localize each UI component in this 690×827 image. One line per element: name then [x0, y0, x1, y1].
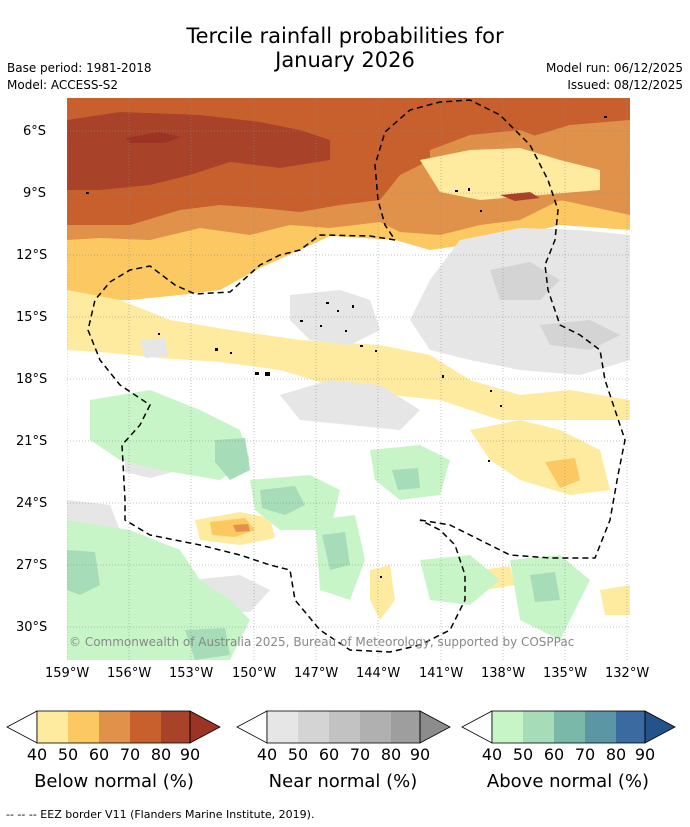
lat-label: 9°S — [23, 186, 47, 201]
legend-tick: 80 — [380, 745, 402, 764]
lon-label: 156°W — [107, 666, 152, 681]
lat-label: 18°S — [16, 372, 48, 387]
lat-label: 6°S — [23, 124, 47, 139]
eez-border-note: -- -- -- EEZ border V11 (Flanders Marine… — [6, 808, 315, 821]
below-normal-80-region — [500, 192, 540, 201]
above-normal-50-region — [185, 628, 230, 660]
lat-label: 15°S — [16, 310, 48, 325]
model-name: Model: ACCESS-S2 — [7, 78, 119, 92]
legend-tick: 60 — [543, 745, 565, 764]
model-run-date: Model run: 06/12/2025 — [545, 61, 683, 75]
copyright-notice: © Commonwealth of Australia 2025, Bureau… — [69, 635, 574, 649]
lat-label: 24°S — [16, 496, 48, 511]
legend-tick: 50 — [57, 745, 79, 764]
legend-below-title: Below normal (%) — [34, 771, 194, 792]
map-title-line2: January 2026 — [275, 48, 415, 72]
lat-label: 21°S — [16, 434, 48, 449]
eez-border — [87, 99, 626, 653]
map-title-line1: Tercile rainfall probabilities for — [186, 24, 504, 48]
below-normal-80-region — [67, 112, 330, 190]
lon-label: 141°W — [419, 666, 464, 681]
legend-tick: 50 — [512, 745, 534, 764]
below-normal-40-region — [67, 290, 630, 420]
swatch — [37, 711, 68, 743]
near-normal-40-region — [280, 380, 420, 430]
above-normal-40-region — [420, 555, 500, 605]
swatch — [161, 711, 190, 743]
swatch — [523, 711, 554, 743]
below-normal-90-region — [125, 132, 180, 143]
below-normal-40-region — [420, 148, 600, 200]
swatch — [554, 711, 585, 743]
legend-tick: 90 — [634, 745, 656, 764]
lat-label: 30°S — [16, 620, 48, 635]
lon-label: 144°W — [356, 666, 401, 681]
legend-near-normal — [236, 710, 451, 744]
lon-label: 132°W — [605, 666, 650, 681]
lon-label: 153°W — [169, 666, 214, 681]
legend-tick: 80 — [150, 745, 172, 764]
legend-tick: 60 — [88, 745, 110, 764]
rainfall-probability-map: © Commonwealth of Australia 2025, Bureau… — [67, 98, 630, 660]
swatch — [391, 711, 420, 743]
legend-above-title: Above normal (%) — [486, 771, 650, 792]
swatch — [616, 711, 645, 743]
near-normal-50-region — [490, 262, 560, 300]
above-normal-50-region — [530, 572, 560, 602]
legend-tick: 70 — [349, 745, 371, 764]
issued-date: Issued: 08/12/2025 — [567, 78, 683, 92]
legend-tick: 70 — [119, 745, 141, 764]
swatch — [492, 711, 523, 743]
below-normal-60-region — [233, 524, 250, 532]
below-normal-40-region — [600, 585, 630, 615]
swatch — [360, 711, 391, 743]
legend-above-normal — [461, 710, 676, 744]
island-markers — [86, 116, 607, 578]
above-normal-40-region — [67, 520, 250, 660]
lon-label: 147°W — [294, 666, 339, 681]
swatch — [68, 711, 99, 743]
lon-label: 150°W — [232, 666, 277, 681]
lon-label: 135°W — [543, 666, 588, 681]
swatch — [298, 711, 329, 743]
legend-tick: 40 — [26, 745, 48, 764]
swatch — [99, 711, 130, 743]
swatch — [329, 711, 360, 743]
swatch — [585, 711, 616, 743]
swatch — [267, 711, 298, 743]
below-normal-40-region — [370, 565, 395, 620]
legend-tick: 60 — [318, 745, 340, 764]
legend-tick: 40 — [256, 745, 278, 764]
legend-below-normal — [6, 710, 221, 744]
above-normal-40-region — [90, 390, 250, 480]
legend-tick: 50 — [287, 745, 309, 764]
legend-tick: 70 — [574, 745, 596, 764]
lon-label: 159°W — [45, 666, 90, 681]
above-normal-50-region — [260, 486, 305, 515]
lat-label: 27°S — [16, 558, 48, 573]
legend-tick: 90 — [179, 745, 201, 764]
above-normal-50-region — [392, 468, 420, 490]
legend-tick: 80 — [605, 745, 627, 764]
lat-label: 12°S — [16, 248, 48, 263]
base-period: Base period: 1981-2018 — [7, 61, 152, 75]
legend-colorbars — [6, 710, 676, 744]
legend-tick: 90 — [409, 745, 431, 764]
near-normal-40-region — [290, 290, 380, 345]
above-normal-50-region — [322, 532, 350, 570]
legend-near-title: Near normal (%) — [268, 771, 418, 792]
graticule — [67, 98, 630, 660]
below-normal-50-region — [210, 518, 255, 537]
swatch — [130, 711, 161, 743]
below-normal-50-region — [545, 458, 580, 488]
above-normal-50-region — [215, 438, 250, 480]
near-normal-40-region — [140, 338, 168, 358]
above-normal-50-region — [67, 550, 100, 595]
legend-tick: 40 — [481, 745, 503, 764]
lon-label: 138°W — [481, 666, 526, 681]
